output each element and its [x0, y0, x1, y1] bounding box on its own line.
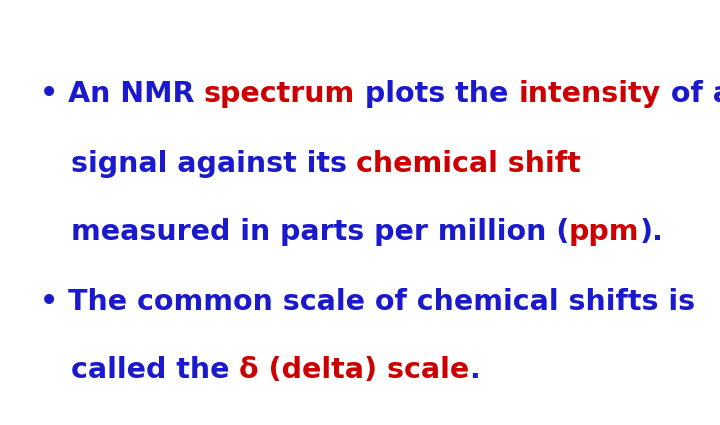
Text: ppm: ppm [569, 218, 639, 246]
Text: called the: called the [71, 356, 239, 384]
Text: of a: of a [661, 80, 720, 108]
Text: measured in: measured in [71, 218, 279, 246]
Text: • The common scale of chemical shifts is: • The common scale of chemical shifts is [40, 288, 695, 316]
Text: .: . [469, 356, 480, 384]
Text: signal against its: signal against its [71, 150, 356, 178]
Text: plots the: plots the [355, 80, 518, 108]
Text: chemical shift: chemical shift [356, 150, 581, 178]
Text: intensity: intensity [518, 80, 661, 108]
Text: δ (delta) scale: δ (delta) scale [239, 356, 469, 384]
Text: ).: ). [639, 218, 663, 246]
Text: parts per million (: parts per million ( [279, 218, 569, 246]
Text: spectrum: spectrum [204, 80, 355, 108]
Text: • An NMR: • An NMR [40, 80, 204, 108]
